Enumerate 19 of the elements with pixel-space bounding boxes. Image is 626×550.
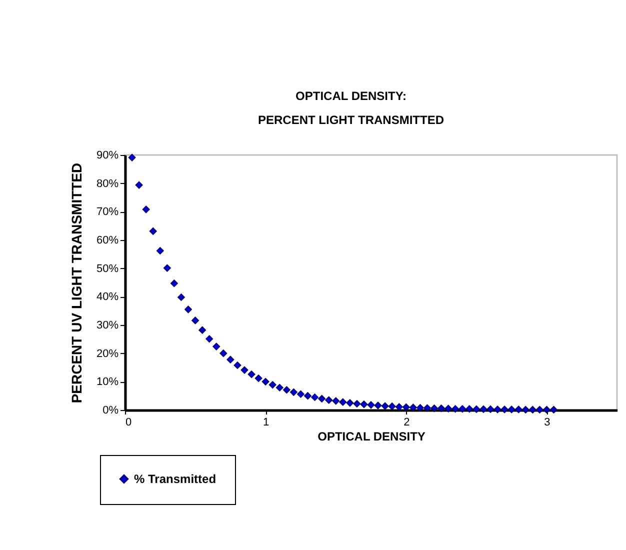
chart-title: OPTICAL DENSITY:	[296, 89, 406, 103]
y-tick-label: 10%	[96, 376, 119, 388]
x-tick-label: 1	[263, 416, 270, 428]
legend-label: % Transmitted	[134, 472, 216, 486]
y-tick-label: 70%	[96, 206, 119, 218]
chart-subtitle: PERCENT LIGHT TRANSMITTED	[258, 113, 444, 127]
x-tick-label: 0	[126, 416, 132, 428]
y-tick-label: 30%	[96, 320, 119, 332]
y-tick-label: 90%	[96, 150, 119, 162]
y-tick-label: 80%	[96, 178, 119, 190]
y-axis-title: PERCENT UV LIGHT TRANSMITTED	[68, 162, 84, 404]
y-tick-label: 40%	[96, 291, 119, 304]
y-tick-label: 20%	[96, 348, 119, 360]
y-tick-label: 50%	[96, 262, 119, 275]
y-tick-label: 60%	[96, 234, 119, 246]
y-tick-label: 0%	[102, 404, 119, 416]
x-axis-title: OPTICAL DENSITY	[318, 430, 426, 444]
x-tick-label: 2	[404, 416, 410, 428]
x-tick-label: 3	[544, 416, 550, 428]
